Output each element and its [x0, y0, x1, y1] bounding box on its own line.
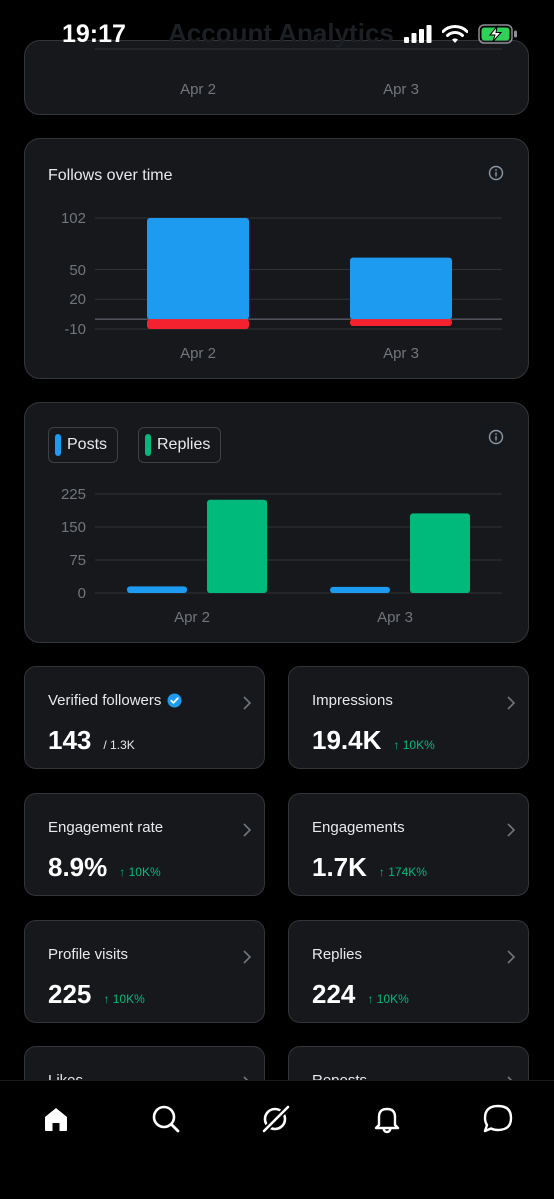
chevron-right-icon	[243, 696, 252, 710]
x-tick-label: Apr 3	[383, 345, 419, 362]
grok-icon	[260, 1103, 292, 1135]
stat-label: Engagements	[312, 819, 405, 836]
status-icons	[404, 24, 518, 44]
chevron-right-icon	[507, 823, 516, 837]
stat-label: Impressions	[312, 692, 393, 709]
x-tick-label: Apr 2	[174, 609, 210, 626]
stat-impressions[interactable]: Impressions 19.4K ↑ 10K%	[288, 666, 529, 769]
stat-label: Verified followers	[48, 692, 162, 709]
status-time: 19:17	[62, 20, 126, 48]
stat-delta: ↑ 10K%	[393, 738, 435, 752]
stat-verified-followers[interactable]: Verified followers 143 / 1.3K	[24, 666, 265, 769]
stat-label: Profile visits	[48, 946, 129, 963]
x-tick-label: Apr 2	[180, 345, 216, 362]
x-tick-label: Apr 3	[377, 609, 413, 626]
stat-value-wrap: 224 ↑ 10K%	[312, 979, 409, 1010]
legend-replies-toggle[interactable]: Replies	[138, 427, 222, 463]
stat-value: 8.9%	[48, 852, 108, 882]
y-tick-label: -10	[64, 321, 86, 338]
stat-value-wrap: 143 / 1.3K	[48, 725, 135, 756]
bar-follows[interactable]	[350, 257, 452, 320]
tab-home[interactable]	[36, 1099, 76, 1139]
stat-value-wrap: 19.4K ↑ 10K%	[312, 725, 435, 756]
home-icon	[45, 1108, 67, 1131]
stat-value: 1.7K	[312, 852, 367, 882]
verified-badge-icon	[167, 693, 182, 708]
stat-value: 224	[312, 979, 356, 1009]
header-title: Account Analytics	[168, 18, 394, 48]
tab-grok[interactable]	[256, 1099, 296, 1139]
wifi-icon	[442, 24, 468, 43]
stat-delta: ↑ 10K%	[103, 992, 145, 1006]
stat-replies[interactable]: Replies 224 ↑ 10K%	[288, 920, 529, 1023]
posts-replies-chart: 225 150 75 0 Apr 2 Apr 3	[61, 486, 502, 626]
card-title: Follows over time	[48, 167, 173, 184]
y-tick-label: 102	[61, 210, 86, 227]
y-tick-label: 225	[61, 486, 86, 503]
follows-chart: 102 50 20 -10 Apr 2 Apr 3	[61, 210, 502, 362]
y-tick-label: 75	[69, 552, 86, 569]
stat-value: 225	[48, 979, 92, 1009]
stat-engagement-rate[interactable]: Engagement rate 8.9% ↑ 10K%	[24, 793, 265, 896]
info-icon[interactable]	[488, 429, 504, 445]
x-tick-label: Apr 2	[180, 81, 216, 98]
bell-icon	[374, 1107, 400, 1134]
battery-charging-icon	[478, 24, 517, 44]
stat-value-wrap: 8.9% ↑ 10K%	[48, 852, 161, 883]
top-chart-axis: Apr 2 Apr 3	[95, 48, 502, 98]
stat-label: Engagement rate	[48, 819, 164, 836]
stat-value: 143	[48, 725, 92, 755]
legend-swatch	[55, 434, 61, 456]
bar-posts[interactable]	[330, 586, 390, 593]
bar-unfollows[interactable]	[147, 319, 249, 329]
cellular-signal-icon	[404, 25, 432, 43]
search-icon	[152, 1105, 180, 1133]
bar-unfollows[interactable]	[350, 319, 452, 327]
stat-value-wrap: 1.7K ↑ 174K%	[312, 852, 427, 883]
posts-replies-card: Posts Replies 225 150 75 0 Apr 2 Apr 3	[24, 402, 529, 643]
stat-value-wrap: 225 ↑ 10K%	[48, 979, 145, 1010]
chevron-right-icon	[507, 696, 516, 710]
chevron-right-icon	[243, 823, 252, 837]
info-icon[interactable]	[488, 165, 504, 181]
legend-swatch	[145, 434, 151, 456]
legend-label: Posts	[67, 436, 108, 453]
bar-replies[interactable]	[410, 513, 470, 593]
stat-delta: ↑ 174K%	[378, 865, 427, 879]
tab-messages[interactable]	[478, 1099, 518, 1139]
legend-label: Replies	[157, 436, 211, 453]
stat-label: Replies	[312, 946, 363, 963]
stat-delta: ↑ 10K%	[119, 865, 161, 879]
bottom-tab-bar	[0, 1080, 554, 1199]
tab-notifications[interactable]	[367, 1099, 407, 1139]
tab-search[interactable]	[146, 1099, 186, 1139]
status-bar: Account Analytics 19:17	[0, 0, 554, 70]
chevron-right-icon	[507, 950, 516, 964]
messages-icon	[483, 1104, 513, 1133]
stat-label-wrap: Verified followers	[48, 692, 182, 709]
bar-posts[interactable]	[127, 586, 187, 593]
bar-replies[interactable]	[207, 499, 267, 593]
stat-sub: / 1.3K	[103, 738, 135, 752]
y-tick-label: 50	[69, 262, 86, 279]
top-chart-card: Apr 2 Apr 3	[24, 40, 529, 115]
stat-profile-visits[interactable]: Profile visits 225 ↑ 10K%	[24, 920, 265, 1023]
stat-engagements[interactable]: Engagements 1.7K ↑ 174K%	[288, 793, 529, 896]
y-tick-label: 0	[78, 585, 86, 602]
chevron-right-icon	[243, 950, 252, 964]
follows-over-time-card: Follows over time 102 50 20 -10 Apr 2 Ap…	[24, 138, 529, 379]
stat-delta: ↑ 10K%	[367, 992, 409, 1006]
bar-follows[interactable]	[147, 218, 249, 320]
stat-value: 19.4K	[312, 725, 382, 755]
legend-posts-toggle[interactable]: Posts	[48, 427, 119, 463]
y-tick-label: 20	[69, 291, 86, 308]
x-tick-label: Apr 3	[383, 81, 419, 98]
y-tick-label: 150	[61, 519, 86, 536]
